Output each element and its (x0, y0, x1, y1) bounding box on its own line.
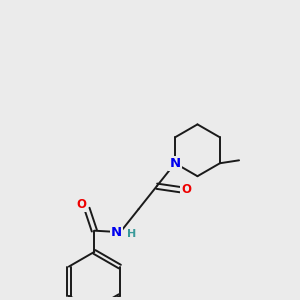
Text: O: O (77, 198, 87, 211)
Text: N: N (169, 157, 181, 170)
Text: H: H (127, 229, 136, 238)
Text: O: O (181, 183, 191, 196)
Text: N: N (111, 226, 122, 239)
